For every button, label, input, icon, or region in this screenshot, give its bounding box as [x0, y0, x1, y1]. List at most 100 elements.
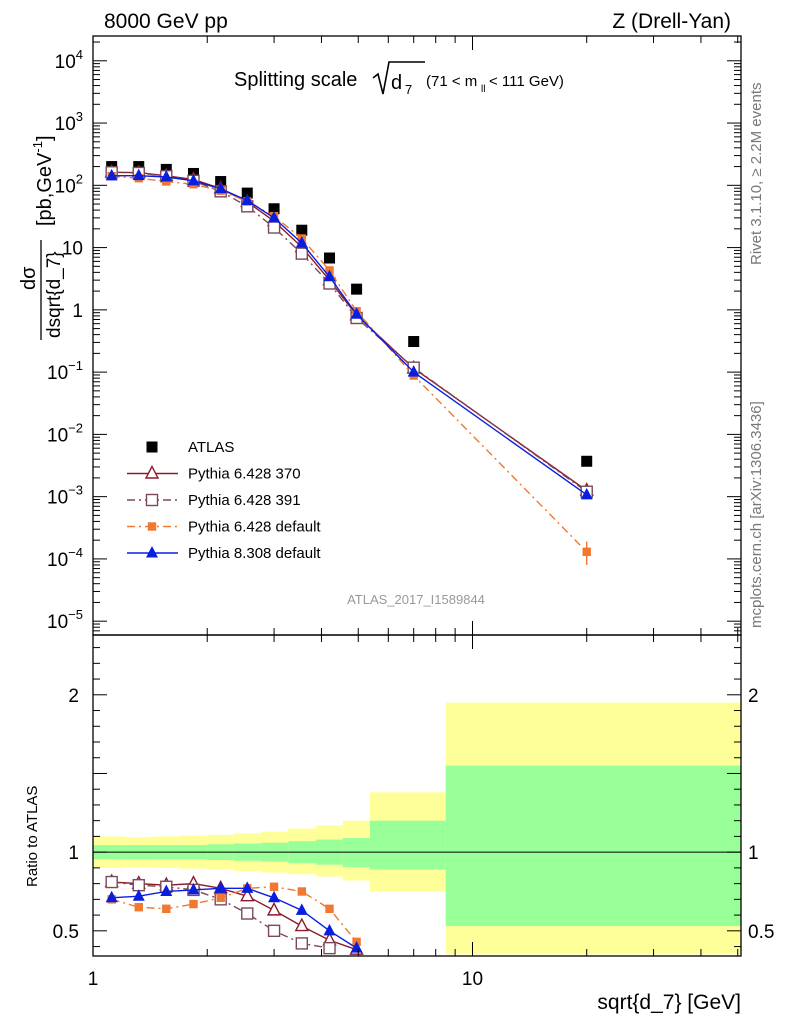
y-tick-label: 104 [55, 47, 83, 73]
rivet-label: Rivet 3.1.10, ≥ 2.2M events [748, 83, 765, 266]
data-point [162, 177, 171, 186]
ratio-point [187, 882, 200, 895]
legend-label: Pythia 6.428 default [188, 519, 321, 536]
ratio-y-tick-label-right: 1 [748, 843, 759, 864]
y-tick-label: 10−2 [47, 420, 83, 446]
ratio-point [269, 882, 279, 891]
y-tick-label: 1 [72, 301, 83, 322]
ratio-point [294, 917, 309, 932]
stat-uncertainty-band [370, 820, 446, 870]
data-point [295, 236, 308, 248]
series-line [111, 171, 588, 493]
ratio-point [216, 893, 225, 902]
analysis-watermark: ATLAS_2017_I1589844 [347, 592, 485, 607]
main-series-layer [104, 161, 594, 565]
x-tick-label: 1 [88, 969, 99, 990]
legend: ATLAS Pythia 6.428 370 Pythia 6.428 391 Pyt… [127, 439, 321, 562]
data-point [160, 169, 173, 182]
ratio-point [323, 941, 336, 955]
y-tick-label: 10−4 [47, 545, 83, 571]
mcplots-label: mcplots.cern.ch [arXiv:1306.3436] [748, 401, 765, 628]
svg-text:[pb,GeV-1]: [pb,GeV-1] [30, 135, 56, 226]
title-sub: 7 [405, 82, 412, 97]
legend-marker [146, 441, 158, 453]
ratio-y-axis-label: Ratio to ATLAS [24, 786, 41, 887]
data-point [187, 173, 200, 186]
svg-text:ll: ll [481, 84, 485, 95]
y-tick-label: 10 [62, 239, 83, 260]
ylabel-den: dsqrt{d_7} [44, 251, 65, 338]
data-point [241, 187, 253, 199]
svg-text:d: d [391, 72, 402, 94]
legend-entry: ATLAS [146, 439, 234, 456]
data-point [581, 455, 593, 467]
legend-entry: Pythia 6.428 370 [127, 464, 301, 483]
data-point [105, 168, 118, 181]
ratio-point [240, 887, 255, 902]
legend-entry: Pythia 6.428 default [127, 519, 321, 536]
ratio-line [111, 887, 357, 949]
ratio-line [111, 881, 357, 951]
x-axis-label: sqrt{d_7} [GeV] [597, 991, 741, 1014]
ylabel-num: dσ [18, 266, 40, 290]
stat-uncertainty-band [445, 765, 741, 927]
legend-label: Pythia 6.428 370 [188, 466, 301, 483]
ratio-y-tick-label-left: 1 [68, 843, 79, 864]
ratio-point [266, 901, 282, 916]
data-point [295, 247, 309, 260]
data-point [267, 221, 281, 234]
data-point [241, 193, 254, 206]
ratio-point [162, 904, 171, 913]
data-point [296, 224, 308, 236]
ratio-point [325, 904, 334, 913]
title-range-open: (71 < m [426, 73, 477, 90]
ratio-y-tick-label-right: 0.5 [748, 922, 774, 943]
data-point [132, 168, 145, 181]
ratio-series-pythia-8-308-default [105, 881, 363, 953]
sqrt-symbol [372, 61, 425, 95]
data-point [268, 210, 281, 223]
ratio-point [295, 937, 309, 950]
ratio-point [132, 889, 145, 901]
data-point [580, 487, 593, 500]
series-line [111, 174, 588, 496]
ratio-point [323, 923, 336, 936]
main-title: Splitting scale d 7 (71 < m ll < 111 GeV… [234, 61, 564, 97]
legend-label: Pythia 8.308 default [188, 545, 321, 562]
uncertainty-bands [93, 702, 741, 955]
ratio-point [105, 890, 118, 903]
legend-label: ATLAS [188, 439, 234, 456]
legend-marker [147, 522, 157, 531]
series-line [111, 171, 588, 492]
title-range-sub: ll [481, 84, 485, 95]
ylabel-unit: [pb,GeV [34, 152, 56, 226]
data-point [350, 307, 363, 319]
ratio-point [241, 907, 254, 920]
main-series-pythia-6-428-default [107, 172, 591, 557]
main-series-pythia-8-308-default [105, 168, 593, 500]
y-tick-label: 10−3 [47, 483, 83, 509]
ratio-point [350, 941, 363, 953]
main-series-pythia-6-428-370 [104, 163, 594, 496]
ratio-point [267, 924, 281, 938]
svg-text:dσ: dσ [18, 266, 40, 290]
process-label: Z (Drell-Yan) [612, 10, 731, 33]
ylabel-close: ] [34, 135, 56, 141]
legend-marker [145, 493, 159, 507]
legend-entry: Pythia 6.428 391 [127, 492, 301, 509]
ratio-y-tick-label-left: 0.5 [53, 922, 79, 943]
ratio-point [134, 903, 143, 912]
data-point [408, 336, 420, 348]
title-prefix: Splitting scale [234, 69, 357, 91]
energy-label: 8000 GeV pp [104, 10, 228, 33]
ratio-point [132, 878, 145, 892]
title-range-close: < 111 GeV) [489, 73, 564, 90]
axis-ticks [92, 36, 741, 956]
svg-text:Splitting scale: Splitting scale [234, 69, 357, 91]
data-point [214, 181, 227, 194]
data-point [407, 365, 420, 377]
data-point [324, 252, 336, 264]
ratio-point [160, 884, 173, 896]
